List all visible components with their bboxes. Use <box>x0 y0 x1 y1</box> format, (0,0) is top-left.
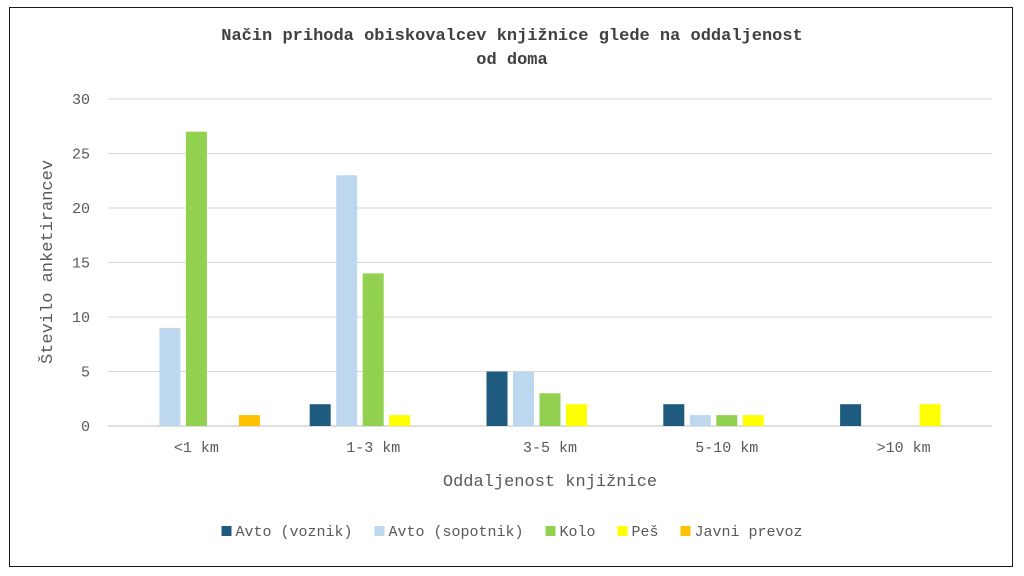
bar <box>238 415 260 426</box>
legend: Avto (voznik) Avto (sopotnik) Kolo Peš Javni… <box>221 524 803 541</box>
y-tick-label: 10 <box>72 310 90 327</box>
bar <box>742 415 764 426</box>
legend-swatch <box>680 526 691 536</box>
y-tick-label: 0 <box>81 419 90 436</box>
legend-swatch <box>545 526 556 536</box>
legend-label: Kolo <box>560 524 596 541</box>
bar <box>362 273 384 426</box>
bars <box>159 131 941 426</box>
y-tick-label: 20 <box>72 201 90 218</box>
gridlines <box>108 98 992 427</box>
chart-title-line-2: od doma <box>476 51 547 70</box>
legend-swatch <box>374 526 385 536</box>
x-tick-label: 3-5 km <box>523 440 577 457</box>
legend-label: Avto (sopotnik) <box>389 524 524 541</box>
chart-title-line-1: Način prihoda obiskovalcev knjižnice gle… <box>221 27 803 46</box>
bar <box>486 371 508 426</box>
y-tick-label: 25 <box>72 147 90 164</box>
bar <box>919 404 941 426</box>
legend-swatch <box>617 526 628 536</box>
bar <box>566 404 587 426</box>
chart-frame <box>9 7 1013 567</box>
x-tick-label: 5-10 km <box>695 440 758 457</box>
y-tick-labels: 0 5 10 15 20 25 30 <box>72 92 90 436</box>
bar <box>185 131 207 426</box>
legend-label: Peš <box>632 524 659 541</box>
legend-label: Avto (voznik) <box>236 524 353 541</box>
bar <box>389 415 411 426</box>
x-tick-label: 1-3 km <box>346 440 400 457</box>
y-tick-label: 30 <box>72 92 90 109</box>
bar <box>716 415 738 426</box>
bar <box>159 327 181 426</box>
legend-label: Javni prevoz <box>695 524 803 541</box>
bar <box>336 175 358 426</box>
x-tick-label: >10 km <box>877 440 931 457</box>
legend-swatch <box>221 526 232 536</box>
bar <box>513 371 534 426</box>
bar <box>539 393 561 426</box>
x-tick-label: <1 km <box>174 440 219 457</box>
bar <box>309 404 331 426</box>
bar <box>689 415 711 426</box>
x-tick-labels: <1 km 1-3 km 3-5 km 5-10 km >10 km <box>174 440 931 457</box>
bar <box>840 404 862 426</box>
x-axis-label: Oddaljenost knjižnice <box>443 473 657 492</box>
y-tick-label: 15 <box>72 256 90 273</box>
y-tick-label: 5 <box>81 365 90 382</box>
bar <box>663 404 685 426</box>
y-axis-label: Število anketirancev <box>38 160 58 364</box>
